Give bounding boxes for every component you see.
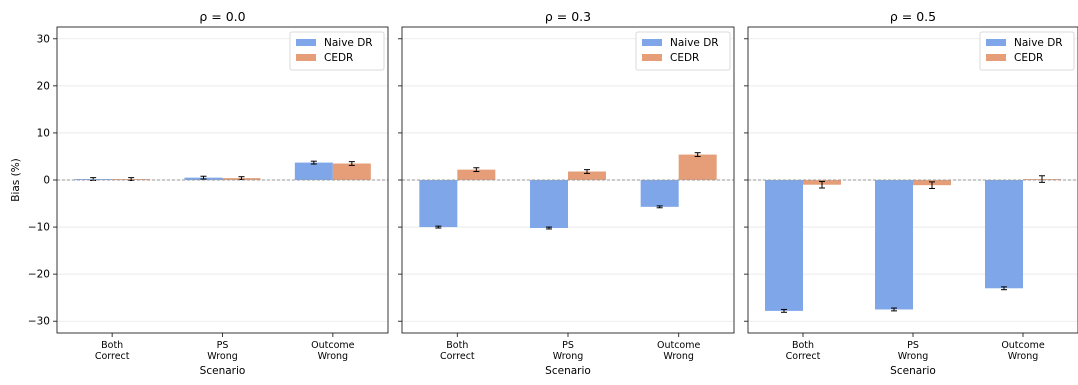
legend-label: CEDR <box>324 52 353 64</box>
x-tick-label: Both Correct <box>440 340 475 362</box>
x-tick-label-line: Correct <box>786 351 821 362</box>
x-tick-label: Outcome Wrong <box>657 340 701 362</box>
bar-cedr <box>678 154 717 180</box>
y-tick-label: 20 <box>37 80 50 92</box>
x-tick-label-line: Outcome <box>311 340 355 351</box>
legend-swatch <box>642 39 662 46</box>
bar-cedr <box>332 163 371 180</box>
x-tick-label-line: Wrong <box>318 351 349 362</box>
bar-naive-dr <box>875 180 913 310</box>
x-tick-label-line: Wrong <box>1008 351 1039 362</box>
x-tick-label-line: Outcome <box>1001 340 1045 351</box>
x-tick-label-line: Both <box>792 340 814 351</box>
bar-naive-dr <box>294 162 333 180</box>
bar-naive-dr <box>985 180 1023 289</box>
legend-label: Naive DR <box>1014 37 1063 49</box>
panel-title: ρ = 0.3 <box>545 9 591 24</box>
y-axis-label: Bias (%) <box>10 158 22 202</box>
x-tick-label: Outcome Wrong <box>311 340 355 362</box>
x-tick-label: Outcome Wrong <box>1001 340 1045 362</box>
legend-label: Naive DR <box>324 37 373 49</box>
x-tick-label-line: Both <box>101 340 123 351</box>
bar-cedr <box>457 169 496 180</box>
bar-naive-dr <box>640 180 679 207</box>
legend-label: CEDR <box>670 52 699 64</box>
y-tick-label: 10 <box>37 127 50 139</box>
x-tick-label-line: Wrong <box>207 351 238 362</box>
legend-swatch <box>986 54 1006 61</box>
x-tick-label-line: Wrong <box>898 351 929 362</box>
x-tick-label-line: Both <box>446 340 468 351</box>
x-tick-label-line: Wrong <box>553 351 584 362</box>
y-tick-label: −10 <box>28 222 50 234</box>
legend-swatch <box>642 54 662 61</box>
x-tick-label: PS Wrong <box>553 340 584 362</box>
y-tick-label: −20 <box>28 269 50 281</box>
x-tick-label-line: PS <box>562 340 574 351</box>
bar-naive-dr <box>765 180 803 311</box>
legend-swatch <box>296 39 316 46</box>
x-axis-label: Scenario <box>545 365 591 377</box>
x-tick-label: Both Correct <box>95 340 130 362</box>
x-tick-label: PS Wrong <box>207 340 238 362</box>
x-tick-label-line: Outcome <box>657 340 701 351</box>
panel-title: ρ = 0.5 <box>890 9 936 24</box>
x-tick-label-line: PS <box>217 340 229 351</box>
legend-label: Naive DR <box>670 37 719 49</box>
bar-cedr <box>568 171 606 180</box>
legend-swatch <box>986 39 1006 46</box>
y-tick-label: 0 <box>43 175 50 187</box>
x-tick-label-line: Wrong <box>663 351 694 362</box>
bar-naive-dr <box>530 180 568 229</box>
panel-title: ρ = 0.0 <box>199 9 245 24</box>
y-tick-label: −30 <box>28 316 50 328</box>
legend-swatch <box>296 54 316 61</box>
bar-naive-dr <box>419 180 458 228</box>
x-tick-label-line: Correct <box>440 351 475 362</box>
x-axis-label: Scenario <box>200 365 246 377</box>
x-tick-label: PS Wrong <box>898 340 929 362</box>
x-axis-label: Scenario <box>890 365 936 377</box>
x-tick-label-line: Correct <box>95 351 130 362</box>
x-tick-label: Both Correct <box>786 340 821 362</box>
legend-label: CEDR <box>1014 52 1043 64</box>
x-tick-label-line: PS <box>907 340 919 351</box>
y-tick-label: 30 <box>37 33 50 45</box>
